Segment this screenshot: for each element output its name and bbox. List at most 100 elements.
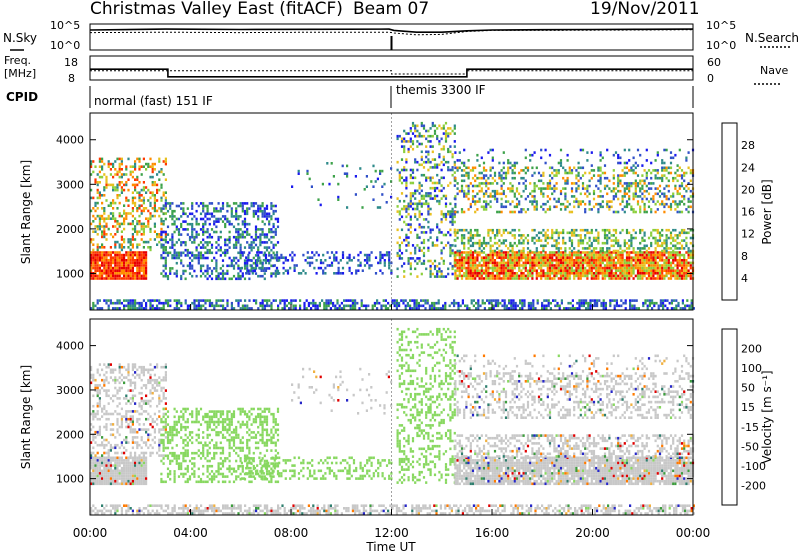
power-data-cell xyxy=(570,171,574,175)
power-data-cell xyxy=(570,241,574,245)
power-data-cell xyxy=(577,202,580,206)
power-data-cell xyxy=(546,274,549,278)
power-data-cell xyxy=(257,256,260,260)
power-data-cell xyxy=(643,274,646,278)
power-data-cell xyxy=(529,253,532,257)
power-data-cell xyxy=(197,259,200,262)
power-data-cell xyxy=(566,231,569,235)
power-data-cell xyxy=(444,301,447,305)
power-data-cell xyxy=(381,253,384,257)
power-data-cell xyxy=(458,274,461,278)
power-data-cell xyxy=(258,256,261,259)
power-data-cell xyxy=(630,256,633,259)
power-data-cell xyxy=(94,165,97,168)
power-data-cell xyxy=(131,199,134,202)
power-data-cell xyxy=(311,256,314,259)
power-data-cell xyxy=(418,142,421,146)
power-data-cell xyxy=(222,304,225,308)
power-data-cell xyxy=(90,266,93,270)
power-data-cell xyxy=(215,274,218,278)
power-data-cell xyxy=(420,142,423,146)
power-data-cell xyxy=(107,261,110,265)
power-data-cell xyxy=(275,266,279,270)
power-data-cell xyxy=(625,277,629,280)
power-data-cell xyxy=(224,217,227,221)
power-data-cell xyxy=(112,212,115,215)
power-data-cell xyxy=(597,253,600,257)
power-data-cell xyxy=(498,176,501,180)
power-data-cell xyxy=(136,230,139,233)
power-data-cell xyxy=(197,256,200,260)
power-data-cell xyxy=(444,194,448,198)
power-data-cell xyxy=(264,256,268,259)
power-data-cell xyxy=(485,244,488,248)
power-data-cell xyxy=(641,184,644,188)
power-data-cell xyxy=(438,142,441,146)
power-data-cell xyxy=(263,246,266,249)
power-data-cell xyxy=(548,264,552,267)
power-data-cell xyxy=(103,212,106,215)
power-data-cell xyxy=(531,195,534,198)
power-data-cell xyxy=(94,217,97,220)
power-data-cell xyxy=(482,192,486,196)
power-data-cell xyxy=(279,299,282,302)
power-data-cell xyxy=(134,178,137,181)
power-data-cell xyxy=(474,210,477,214)
power-data-cell xyxy=(515,277,519,280)
power-data-cell xyxy=(493,277,497,280)
power-data-cell xyxy=(591,299,594,302)
power-data-cell xyxy=(286,272,290,275)
power-data-cell xyxy=(252,209,255,213)
power-data-cell xyxy=(221,277,225,281)
power-data-cell xyxy=(608,228,611,232)
power-data-cell xyxy=(129,301,132,305)
power-data-cell xyxy=(444,202,448,206)
power-data-cell xyxy=(546,195,549,198)
power-data-cell xyxy=(217,248,220,252)
power-data-cell xyxy=(193,241,196,244)
power-data-cell xyxy=(557,241,560,245)
power-data-cell xyxy=(515,187,519,190)
power-data-cell xyxy=(647,277,651,280)
power-data-cell xyxy=(459,304,462,308)
power-data-cell xyxy=(118,170,121,174)
power-data-cell xyxy=(463,256,466,259)
power-data-cell xyxy=(365,175,368,178)
power-data-cell xyxy=(623,166,626,170)
power-data-cell xyxy=(215,267,218,270)
power-data-cell xyxy=(162,194,165,197)
power-data-cell xyxy=(617,249,620,253)
power-data-cell xyxy=(338,307,341,310)
power-data-cell xyxy=(199,274,203,278)
power-data-cell xyxy=(663,266,666,270)
power-data-cell xyxy=(125,214,128,218)
power-data-cell xyxy=(689,200,692,203)
power-data-cell xyxy=(460,266,464,270)
power-data-cell xyxy=(418,212,421,216)
power-data-cell xyxy=(685,231,688,235)
power-data-cell xyxy=(672,266,675,270)
power-data-cell xyxy=(96,269,99,272)
power-data-cell xyxy=(456,210,459,214)
power-data-cell xyxy=(324,272,327,275)
power-data-cell xyxy=(683,247,686,250)
power-data-cell xyxy=(169,299,172,302)
power-data-cell xyxy=(467,253,470,257)
power-data-cell xyxy=(440,189,443,193)
power-data-cell xyxy=(464,304,467,308)
power-data-cell xyxy=(485,266,488,270)
power-data-cell xyxy=(96,173,99,176)
power-data-cell xyxy=(447,184,450,187)
power-data-cell xyxy=(665,256,668,259)
power-data-cell xyxy=(98,274,101,278)
power-data-cell xyxy=(140,259,143,262)
power-data-cell xyxy=(261,299,264,302)
power-data-cell xyxy=(544,234,547,237)
power-data-cell xyxy=(131,222,134,226)
power-data-cell xyxy=(120,248,123,252)
power-data-cell xyxy=(463,247,466,250)
power-data-cell xyxy=(195,230,198,234)
power-data-cell xyxy=(451,129,454,133)
power-data-cell xyxy=(440,212,443,216)
power-data-cell xyxy=(575,187,578,190)
